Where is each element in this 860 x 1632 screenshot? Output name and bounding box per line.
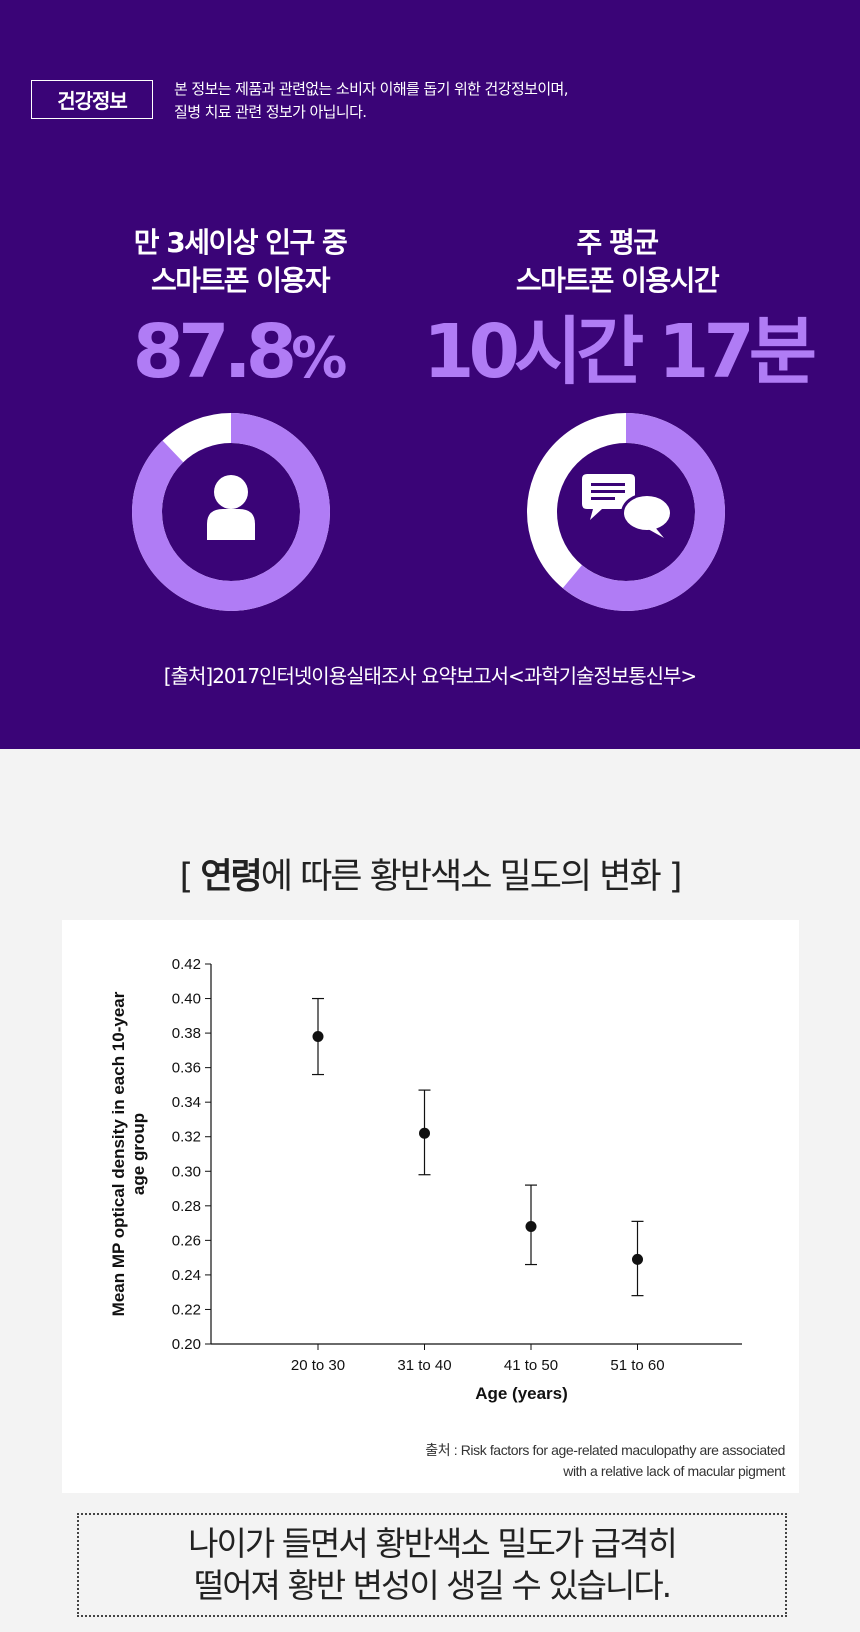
data-point — [312, 1031, 324, 1043]
x-tick-label: 31 to 40 — [397, 1357, 451, 1374]
stat-label-line-1: 만 3세이상 인구 중 — [133, 226, 348, 259]
y-tick-label: 0.22 — [172, 1301, 201, 1318]
donut-smartphone-users — [132, 413, 330, 611]
conclusion-line-2: 떨어져 황반 변성이 생길 수 있습니다. — [193, 1566, 672, 1605]
y-tick-label: 0.36 — [172, 1060, 201, 1077]
x-tick-label: 41 to 50 — [504, 1357, 558, 1374]
y-tick-label: 0.24 — [172, 1267, 201, 1284]
donut-fill — [527, 413, 725, 611]
y-tick-label: 0.26 — [172, 1232, 201, 1249]
y-tick-label: 0.28 — [172, 1198, 201, 1215]
health-info-badge: 건강정보 — [31, 80, 153, 119]
stat-smartphone-users: 만 3세이상 인구 중 스마트폰 이용자 87.8% — [40, 224, 440, 401]
title-rest: 에 따른 황반색소 밀도의 변화 ] — [260, 857, 683, 897]
chart-source-line-2: with a relative lack of macular pigment — [563, 1463, 785, 1479]
conclusion-line-1: 나이가 들면서 황반색소 밀도가 급격히 — [188, 1524, 678, 1563]
chat-bubbles-icon — [582, 474, 673, 538]
person-icon — [207, 475, 255, 540]
y-tick-label: 0.38 — [172, 1025, 201, 1042]
notice-line-2: 질병 치료 관련 정보가 아닙니다. — [174, 103, 367, 121]
mp-density-chart: 0.20 0.22 0.24 0.26 0.28 0.30 0.32 0.34 0.36 0.38… — [109, 956, 742, 1403]
x-tick-label: 51 to 60 — [610, 1357, 664, 1374]
stat-value: 87.8% — [40, 310, 440, 401]
notice-line-1: 본 정보는 제품과 관련없는 소비자 이해를 돕기 위한 건강정보이며, — [174, 80, 569, 98]
title-bold: 연령 — [200, 857, 262, 897]
data-point — [632, 1253, 643, 1265]
purple-banner: 건강정보 본 정보는 제품과 관련없는 소비자 이해를 돕기 위한 건강정보이며… — [0, 0, 860, 749]
chart-card: 0.20 0.22 0.24 0.26 0.28 0.30 0.32 0.34 0.36 0.38… — [62, 920, 799, 1493]
donut-weekly-usage — [527, 413, 725, 611]
y-tick-label: 0.32 — [172, 1129, 201, 1146]
y-tick-label: 0.40 — [172, 991, 201, 1008]
chart-source: 출처 : Risk factors for age-related maculo… — [425, 1440, 785, 1482]
section-title: [ 연령에 따른 황반색소 밀도의 변화 ] — [0, 848, 860, 899]
stat-label-line-2: 스마트폰 이용시간 — [515, 264, 720, 297]
disclaimer-notice: 본 정보는 제품과 관련없는 소비자 이해를 돕기 위한 건강정보이며, 질병 … — [174, 78, 569, 124]
stat-unit: % — [291, 326, 348, 391]
stat-label-line-1: 주 평균 — [576, 226, 659, 259]
y-axis-title-line-2: age group — [129, 1113, 148, 1195]
title-bracket-open: [ — [179, 857, 201, 897]
chart-source-line-1: 출처 : Risk factors for age-related maculo… — [425, 1442, 785, 1458]
donut-fill — [132, 413, 330, 611]
data-point — [419, 1127, 430, 1139]
x-tick-label: 20 to 30 — [291, 1357, 345, 1374]
y-tick-label: 0.42 — [172, 956, 201, 973]
x-axis-title: Age (years) — [475, 1384, 568, 1403]
conclusion-box: 나이가 들면서 황반색소 밀도가 급격히 떨어져 황반 변성이 생길 수 있습니… — [77, 1513, 787, 1617]
y-tick-label: 0.20 — [172, 1336, 201, 1353]
stats-source: [출처]2017인터넷이용실태조사 요약보고서<과학기술정보통신부> — [163, 664, 697, 688]
data-point — [525, 1221, 537, 1233]
y-tick-label: 0.34 — [172, 1094, 201, 1111]
y-tick-label: 0.30 — [172, 1163, 201, 1180]
stat-label-line-2: 스마트폰 이용자 — [150, 264, 331, 297]
stat-weekly-usage: 주 평균 스마트폰 이용시간 10시간 17분 — [417, 224, 817, 394]
stat-number: 87.8 — [132, 309, 298, 395]
stat-value: 10시간 17분 — [423, 309, 817, 395]
y-axis-title-line-1: Mean MP optical density in each 10-year — [109, 991, 128, 1316]
